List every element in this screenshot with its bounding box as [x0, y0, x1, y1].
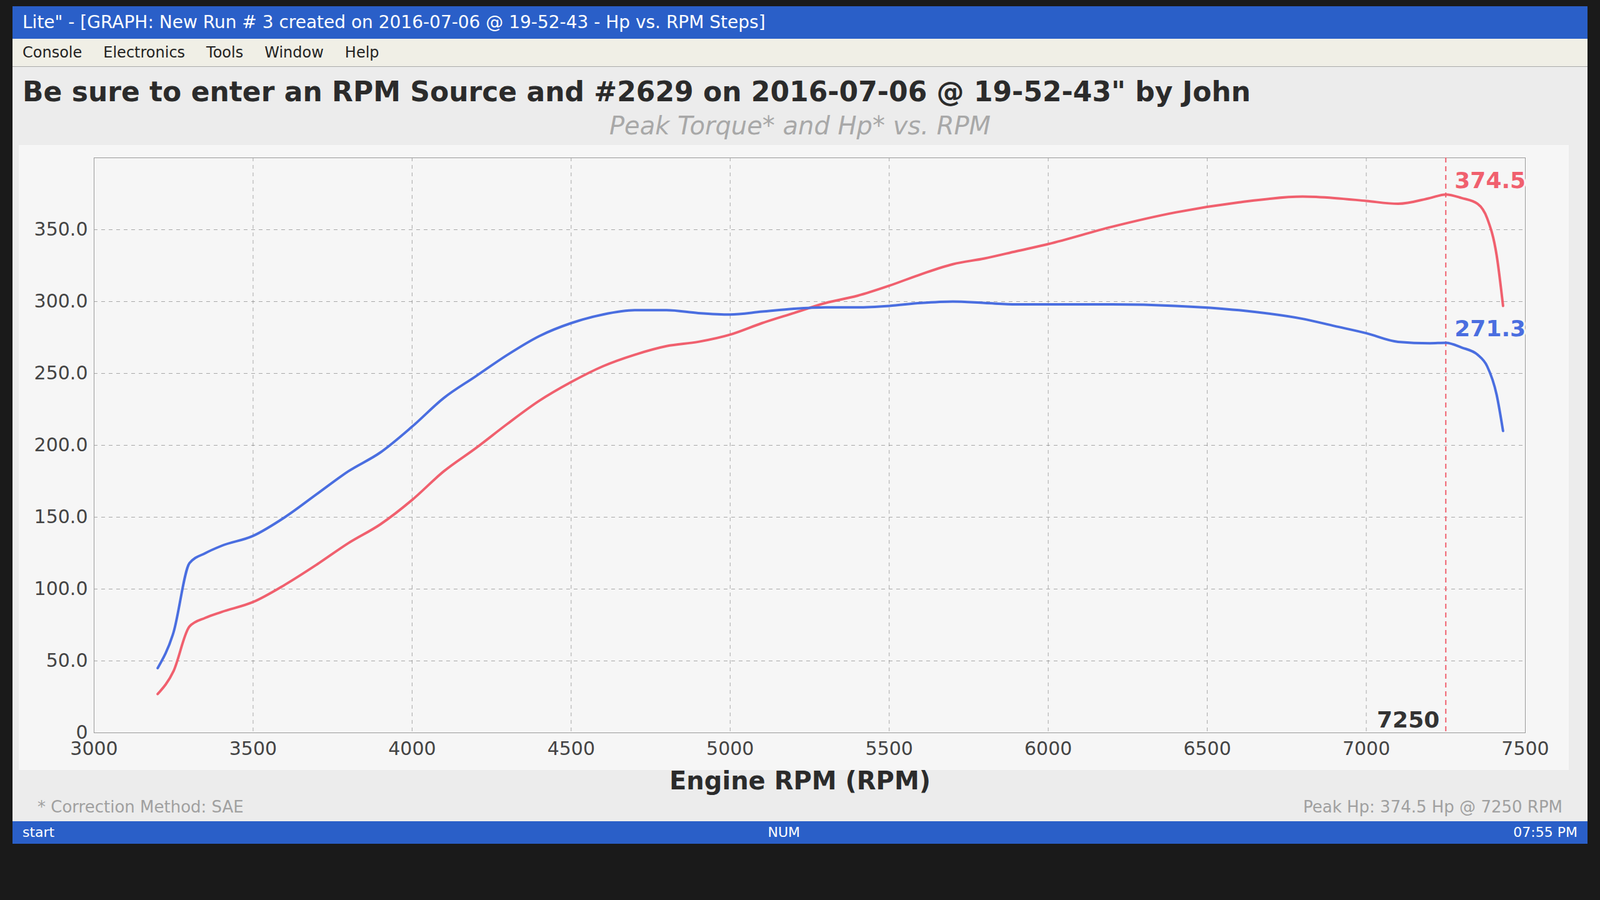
html-text:Window: Window	[264, 43, 324, 62]
svg-text:350.0: 350.0	[34, 218, 89, 240]
html-text:07:55 PM: 07:55 PM	[1513, 824, 1578, 840]
svg-text:271.3: 271.3	[1454, 315, 1526, 342]
html-text:Tools: Tools	[206, 43, 244, 62]
svg-text:4000: 4000	[388, 737, 436, 760]
html-text:NUM: NUM	[767, 824, 801, 840]
svg-text:7250: 7250	[1376, 706, 1440, 733]
svg-text:7000: 7000	[1342, 737, 1390, 760]
svg-text:6500: 6500	[1183, 737, 1231, 760]
html-text:Console: Console	[22, 43, 83, 62]
svg-text:4500: 4500	[547, 737, 595, 760]
svg-text:3500: 3500	[229, 737, 277, 760]
svg-text:100.0: 100.0	[34, 577, 89, 600]
svg-text:7500: 7500	[1501, 737, 1549, 760]
html-text:Engine RPM (RPM): Engine RPM (RPM)	[669, 766, 931, 795]
svg-text:5500: 5500	[865, 737, 914, 760]
html-text:Help: Help	[344, 43, 380, 62]
svg-text:5000: 5000	[706, 737, 754, 760]
svg-text:6000: 6000	[1024, 737, 1072, 760]
html-text:Peak Hp: 374.5 Hp @ 7250 RPM: Peak Hp: 374.5 Hp @ 7250 RPM	[1303, 797, 1563, 817]
svg-text:250.0: 250.0	[34, 361, 89, 384]
html-text:start: start	[22, 824, 55, 840]
svg-text:374.5: 374.5	[1454, 167, 1526, 194]
html-text:Electronics: Electronics	[103, 43, 186, 62]
svg-text:200.0: 200.0	[34, 433, 89, 456]
svg-text:150.0: 150.0	[34, 505, 89, 528]
svg-text:0: 0	[75, 721, 88, 744]
html-text:Lite" - [GRAPH: New Run # 3 cr: Lite" - [GRAPH: New Run # 3 created on 2…	[22, 11, 766, 33]
svg-text:300.0: 300.0	[34, 290, 89, 312]
html-text:* Correction Method: SAE: * Correction Method: SAE	[37, 797, 244, 817]
svg-text:50.0: 50.0	[46, 649, 89, 672]
html-text:Be sure to enter an RPM Source: Be sure to enter an RPM Source and #2629…	[22, 75, 1251, 108]
html-text:Peak Torque* and Hp* vs. RPM: Peak Torque* and Hp* vs. RPM	[609, 111, 991, 140]
svg-text:3000: 3000	[70, 737, 118, 760]
